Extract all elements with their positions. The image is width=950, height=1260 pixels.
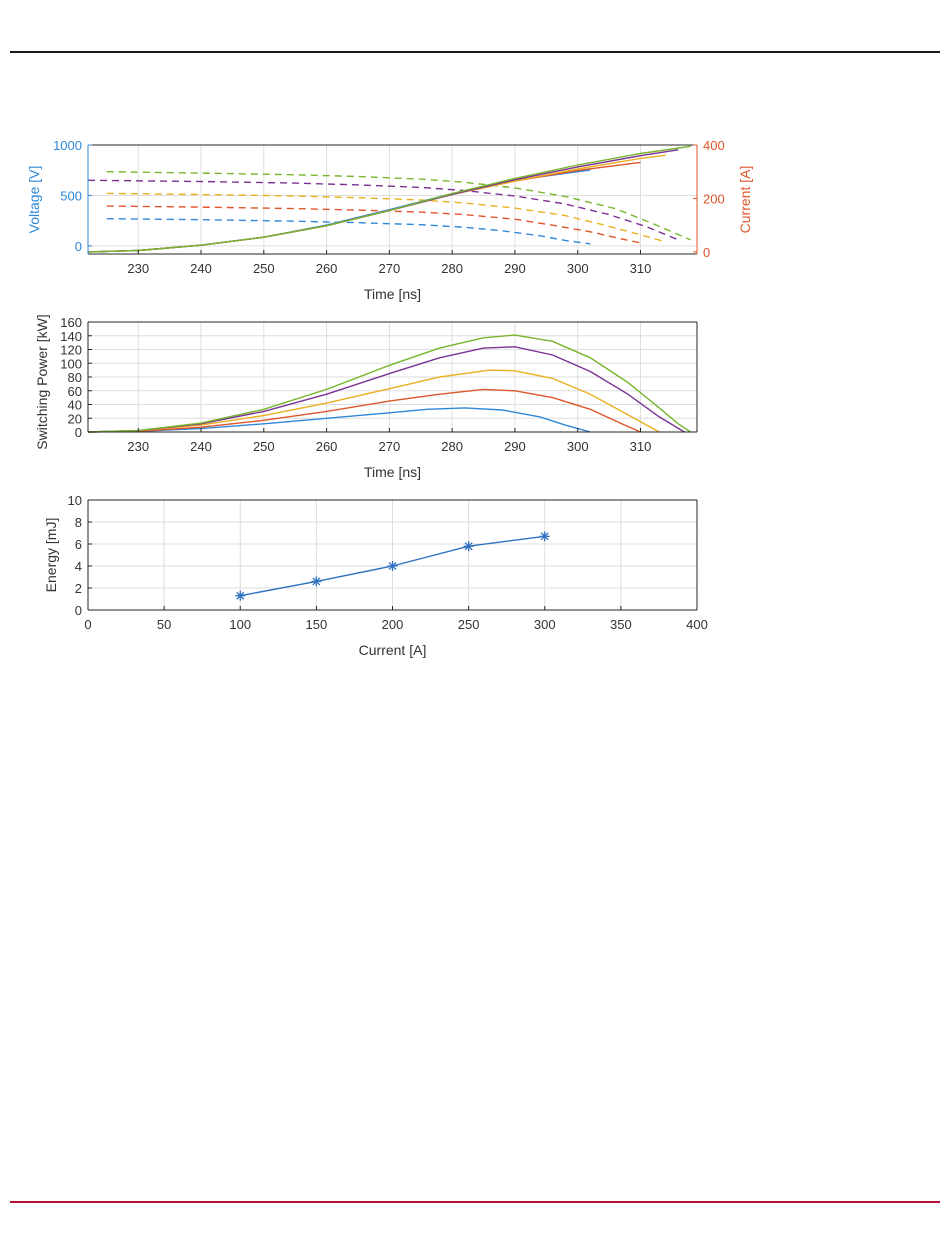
x-tick-label: 300: [567, 261, 589, 276]
x-tick-label: 310: [630, 261, 652, 276]
x-tick-label: 100: [229, 617, 251, 632]
x-tick-label: 400: [686, 617, 708, 632]
x-tick-label: 270: [379, 439, 401, 454]
x-tick-label: 260: [316, 261, 338, 276]
x-tick-label: 230: [127, 261, 149, 276]
x-tick-label: 250: [253, 261, 275, 276]
y-right-tick-label: 200: [703, 191, 725, 206]
x-tick-label: 290: [504, 439, 526, 454]
x-tick-label: 280: [441, 439, 463, 454]
marker-stroke: [388, 562, 397, 570]
y-tick-label: 120: [60, 343, 82, 358]
energy-marker: [235, 590, 246, 601]
y-tick-label: 140: [60, 329, 82, 344]
y-tick-label: 6: [75, 537, 82, 552]
voltage-line-1: [106, 218, 591, 245]
marker-stroke: [540, 532, 549, 541]
x-tick-label: 350: [610, 617, 632, 632]
x-axis-label: Current [A]: [359, 642, 427, 658]
power-line-4: [87, 346, 685, 433]
y-left-tick-label: 500: [60, 188, 82, 203]
power-line-3: [87, 369, 660, 433]
footer-rule: [10, 1201, 940, 1203]
y-tick-label: 0: [75, 425, 82, 440]
y-tick-label: 40: [68, 398, 82, 413]
y-tick-label: 4: [75, 559, 82, 574]
y-tick-label: 160: [60, 315, 82, 330]
y-left-tick-label: 1000: [53, 138, 82, 153]
power-line-2: [87, 388, 641, 433]
y-right-tick-label: 400: [703, 138, 725, 153]
x-tick-label: 150: [306, 617, 328, 632]
marker-stroke: [312, 577, 321, 586]
y-tick-label: 2: [75, 581, 82, 596]
energy-marker: [311, 576, 322, 587]
x-tick-label: 230: [127, 439, 149, 454]
x-tick-label: 240: [190, 261, 212, 276]
x-tick-label: 300: [567, 439, 589, 454]
y-axis-label: Switching Power [kW]: [34, 314, 50, 449]
x-tick-label: 250: [458, 617, 480, 632]
x-tick-label: 200: [382, 617, 404, 632]
x-tick-label: 280: [441, 261, 463, 276]
voltage-line-2: [106, 205, 641, 244]
y-axis-label-left: Voltage [V]: [26, 166, 42, 234]
power-line-1: [87, 407, 591, 433]
header-rule: [10, 51, 940, 53]
y-tick-label: 10: [68, 493, 82, 508]
x-axis-label: Time [ns]: [364, 464, 421, 480]
x-tick-label: 240: [190, 439, 212, 454]
x-tick-label: 300: [534, 617, 556, 632]
y-right-tick-label: 0: [703, 245, 710, 260]
x-tick-label: 250: [253, 439, 275, 454]
x-tick-label: 0: [84, 617, 91, 632]
energy-marker: [539, 531, 550, 542]
y-tick-label: 20: [68, 411, 82, 426]
x-axis-label: Time [ns]: [364, 286, 421, 302]
y-axis-label: Energy [mJ]: [43, 518, 59, 593]
energy-marker: [463, 541, 474, 552]
x-tick-label: 290: [504, 261, 526, 276]
x-tick-label: 270: [379, 261, 401, 276]
voltage-line-5: [106, 171, 691, 241]
marker-stroke: [464, 542, 473, 551]
y-tick-label: 80: [68, 370, 82, 385]
y-tick-label: 8: [75, 515, 82, 530]
x-tick-label: 260: [316, 439, 338, 454]
marker-stroke: [236, 591, 245, 600]
y-axis-label-right: Current [A]: [737, 166, 753, 234]
y-tick-label: 100: [60, 356, 82, 371]
y-tick-label: 60: [68, 384, 82, 399]
voltage-line-3: [106, 192, 666, 243]
x-tick-label: 310: [630, 439, 652, 454]
energy-marker: [387, 561, 398, 571]
y-tick-label: 0: [75, 603, 82, 618]
y-left-tick-label: 0: [75, 239, 82, 254]
x-tick-label: 50: [157, 617, 171, 632]
power-line-5: [87, 334, 692, 433]
current-line-5: [87, 145, 691, 253]
